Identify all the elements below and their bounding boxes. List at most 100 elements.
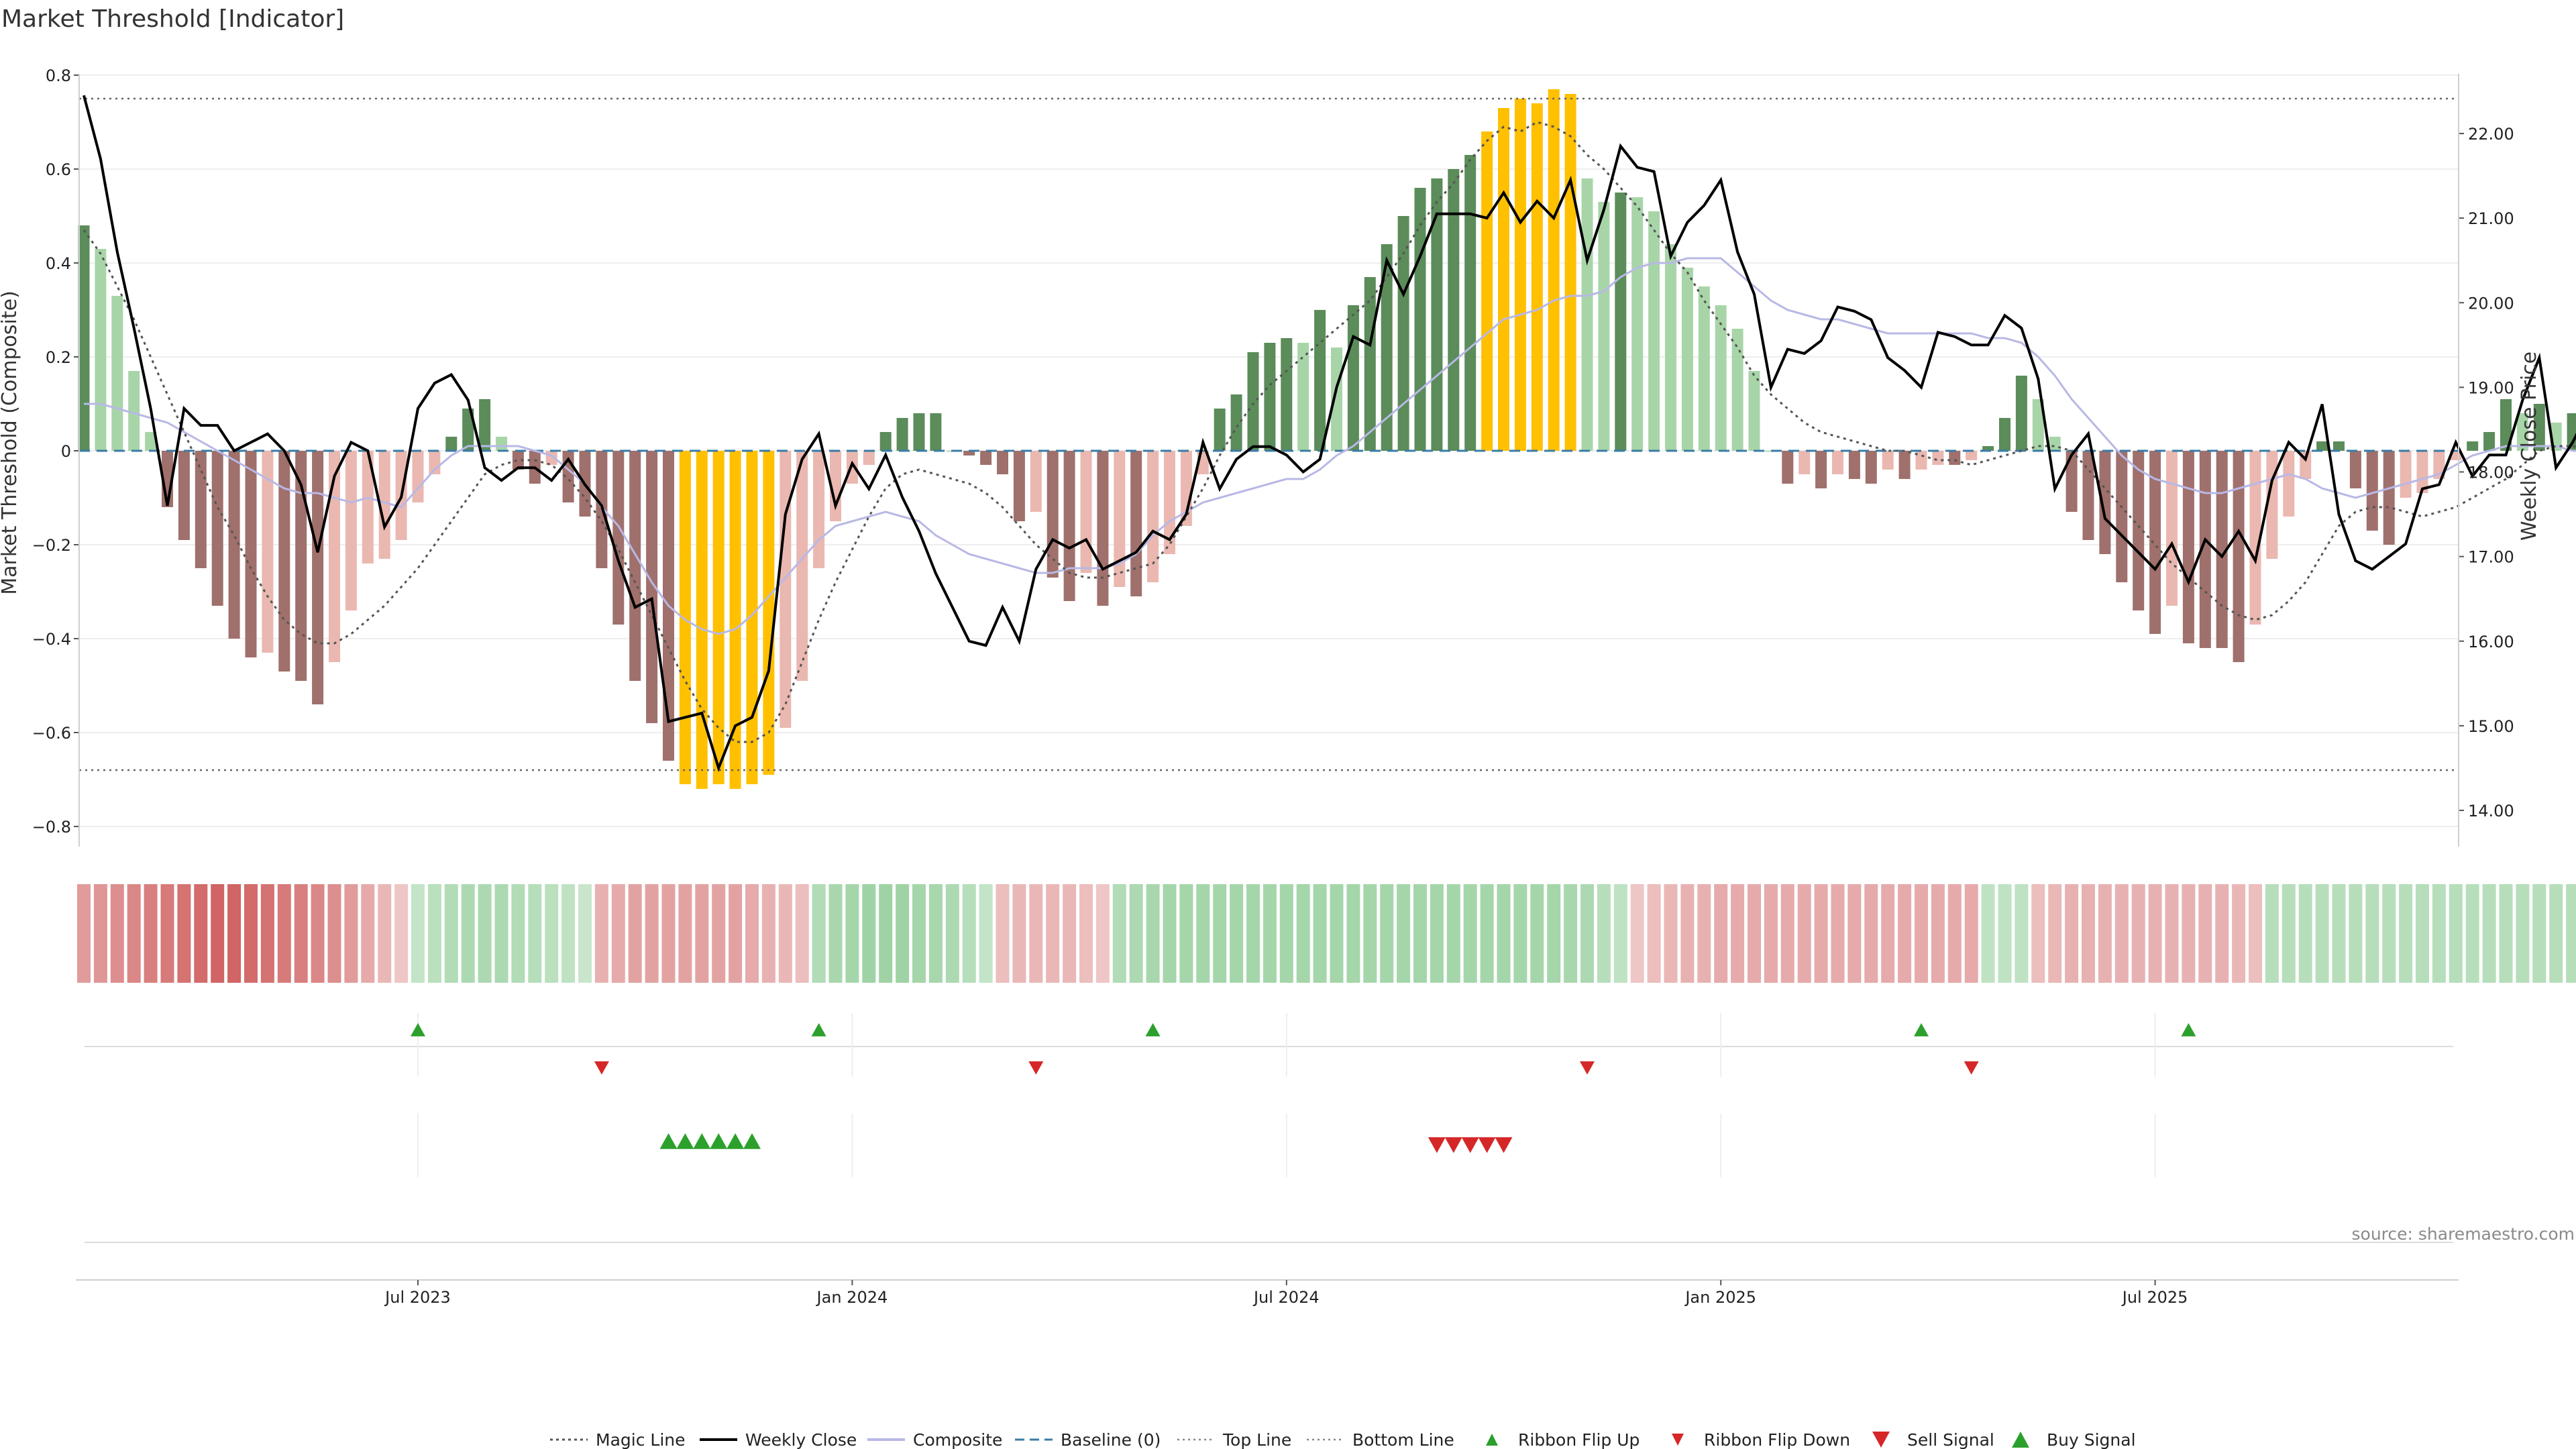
- ribbon-cell: [211, 884, 225, 983]
- ribbon-cell: [77, 884, 91, 983]
- composite-bar: [2233, 451, 2245, 662]
- ribbon-cell: [1748, 884, 1761, 983]
- legend-item: Sell Signal: [1872, 1430, 1994, 1449]
- composite-bar: [2349, 451, 2361, 488]
- buy-signal-marker: [727, 1133, 745, 1149]
- composite-bar: [1013, 451, 1025, 521]
- ribbon-cell: [828, 884, 843, 983]
- ribbon-flip-up-marker: [1914, 1023, 1929, 1036]
- composite-bar: [2516, 413, 2528, 451]
- composite-bar: [729, 451, 741, 789]
- composite-bar: [2483, 432, 2496, 451]
- ribbon-cell: [2432, 884, 2446, 983]
- ribbon-flip-up-marker: [811, 1023, 826, 1036]
- ribbon-cell: [444, 884, 458, 983]
- composite-bar: [2133, 451, 2145, 610]
- sell-signal-marker: [1428, 1137, 1446, 1153]
- ribbon-cell: [1998, 884, 2012, 983]
- ribbon-cell: [93, 884, 107, 983]
- legend-swatch-buy: [2012, 1432, 2029, 1448]
- ribbon-cell: [1112, 884, 1126, 983]
- composite-bar: [1631, 197, 1644, 451]
- y2-tick-label: 19.00: [2468, 378, 2514, 397]
- composite-bar: [1665, 244, 1676, 451]
- ribbon-strip: [77, 884, 2576, 983]
- legend-label: Bottom Line: [1352, 1430, 1454, 1449]
- y2-tick-label: 15.00: [2468, 717, 2514, 736]
- composite-bar: [863, 451, 875, 465]
- ribbon-cell: [244, 884, 258, 983]
- ribbon-cell: [2349, 884, 2363, 983]
- ribbon-cell: [1731, 884, 1745, 983]
- ribbon-flip-up-marker: [1145, 1023, 1161, 1036]
- ribbon-cell: [896, 884, 910, 983]
- ribbon-cell: [1915, 884, 1928, 983]
- composite-bar: [2199, 451, 2211, 648]
- composite-bar: [2366, 451, 2378, 531]
- composite-bars: [78, 89, 2576, 789]
- ribbon-cell: [2399, 884, 2413, 983]
- ribbon-cell: [812, 884, 826, 983]
- composite-bar: [2049, 437, 2061, 451]
- ribbon-cell: [1163, 884, 1177, 983]
- composite-bar: [245, 451, 257, 657]
- ribbon-cell: [2499, 884, 2513, 983]
- composite-bar: [780, 451, 792, 728]
- legend-label: Top Line: [1222, 1430, 1291, 1449]
- ribbon-cell: [394, 884, 409, 983]
- composite-bar: [1164, 451, 1175, 554]
- ribbon-cell: [277, 884, 291, 983]
- composite-bar: [1130, 451, 1142, 596]
- y2-tick-label: 16.00: [2468, 633, 2514, 651]
- composite-bar: [980, 451, 992, 465]
- ribbon-flip-down-marker: [1028, 1061, 1044, 1075]
- y-tick-label: −0.4: [32, 630, 71, 649]
- legend-item: Composite: [867, 1430, 1002, 1449]
- ribbon-cell: [2215, 884, 2229, 983]
- composite-bar: [763, 451, 775, 775]
- legend-swatch-flip-down: [1672, 1434, 1684, 1446]
- ribbon-cell: [2048, 884, 2062, 983]
- ribbon-cell: [578, 884, 592, 983]
- y-axis-left-title: Market Threshold (Composite): [0, 290, 21, 595]
- ribbon-cell: [1513, 884, 1527, 983]
- legend-item: Top Line: [1177, 1430, 1291, 1449]
- legend-item: Buy Signal: [2012, 1430, 2136, 1449]
- ribbon-cell: [2365, 884, 2379, 983]
- composite-bar: [345, 451, 357, 610]
- ribbon-cell: [2114, 884, 2129, 983]
- ribbon-cell: [2332, 884, 2346, 983]
- ribbon-cell: [795, 884, 809, 983]
- ribbon-cell: [1613, 884, 1627, 983]
- composite-bar: [1564, 94, 1576, 451]
- ribbon-cell: [561, 884, 576, 983]
- legend-swatch-sell: [1872, 1432, 1890, 1448]
- composite-bar: [830, 451, 841, 521]
- y-tick-label: 0.8: [46, 66, 71, 85]
- ribbon-cell: [761, 884, 775, 983]
- composite-bar: [1498, 108, 1509, 451]
- composite-bar: [445, 437, 458, 451]
- x-tick-label: Jul 2024: [1252, 1288, 1320, 1307]
- composite-bar: [646, 451, 658, 723]
- composite-bar: [2249, 451, 2261, 625]
- ribbon-cell: [110, 884, 124, 983]
- ribbon-cell: [2065, 884, 2079, 983]
- ribbon-cell: [260, 884, 274, 983]
- ribbon-cell: [1430, 884, 1444, 983]
- composite-bar: [2283, 451, 2295, 517]
- ribbon-cell: [511, 884, 525, 983]
- ribbon-cell: [2182, 884, 2196, 983]
- composite-bar: [1314, 310, 1326, 451]
- ribbon-cell: [1446, 884, 1460, 983]
- legend-item: Bottom Line: [1307, 1430, 1454, 1449]
- composite-bar: [1799, 451, 1811, 474]
- composite-bar: [896, 418, 908, 451]
- composite-bar: [879, 432, 892, 451]
- ribbon-cell: [2131, 884, 2145, 983]
- composite-bar: [1949, 451, 1961, 465]
- ribbon-cell: [2249, 884, 2262, 983]
- ribbon-cell: [1814, 884, 1828, 983]
- composite-bar: [629, 451, 641, 681]
- ribbon-cell: [1580, 884, 1594, 983]
